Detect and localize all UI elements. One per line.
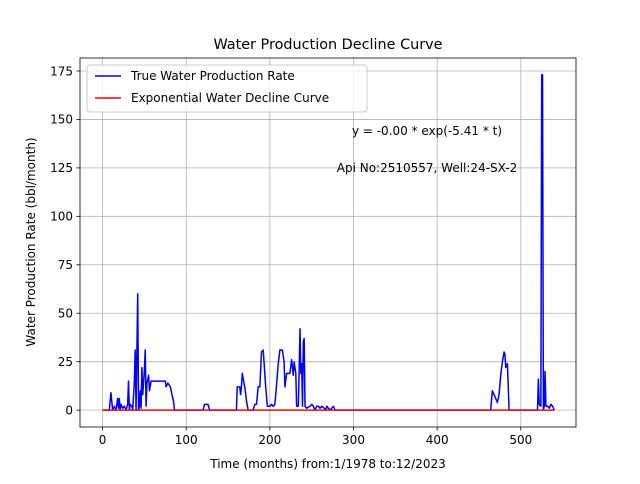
series-layer: [102, 74, 555, 411]
x-tick-label: 500: [509, 433, 532, 447]
x-tick-label: 100: [175, 433, 198, 447]
y-tick-label: 75: [58, 258, 73, 272]
y-tick-label: 175: [50, 64, 73, 78]
legend-label-true-water: True Water Production Rate: [130, 69, 295, 83]
x-tick-label: 200: [258, 433, 281, 447]
y-axis-label: Water Production Rate (bbl/month): [24, 137, 38, 346]
well-annotation: Api No:2510557, Well:24-SX-2: [337, 161, 517, 175]
legend-label-exponential: Exponential Water Decline Curve: [131, 91, 329, 105]
equation-annotation: y = -0.00 * exp(-5.41 * t): [352, 124, 502, 138]
y-tick-label: 25: [58, 355, 73, 369]
x-tick-label: 0: [99, 433, 107, 447]
tick-layer: 0 100 200 300 400 500 0 25 50 75 100 125 150 175: [50, 64, 532, 447]
y-tick-label: 100: [50, 210, 73, 224]
chart-title: Water Production Decline Curve: [213, 37, 442, 53]
plot-frame: [79, 57, 577, 428]
legend-box: [86, 64, 368, 113]
series-line-true-water-production-rate: [102, 74, 555, 411]
y-tick-label: 125: [50, 161, 73, 175]
y-tick-label: 0: [65, 403, 73, 417]
y-tick-label: 150: [50, 113, 73, 127]
legend: True Water Production Rate Exponential W…: [86, 64, 368, 113]
x-tick-label: 400: [426, 433, 449, 447]
y-tick-label: 50: [58, 307, 73, 321]
x-axis-label: Time (months) from:1/1978 to:12/2023: [209, 457, 446, 471]
x-tick-label: 300: [342, 433, 365, 447]
